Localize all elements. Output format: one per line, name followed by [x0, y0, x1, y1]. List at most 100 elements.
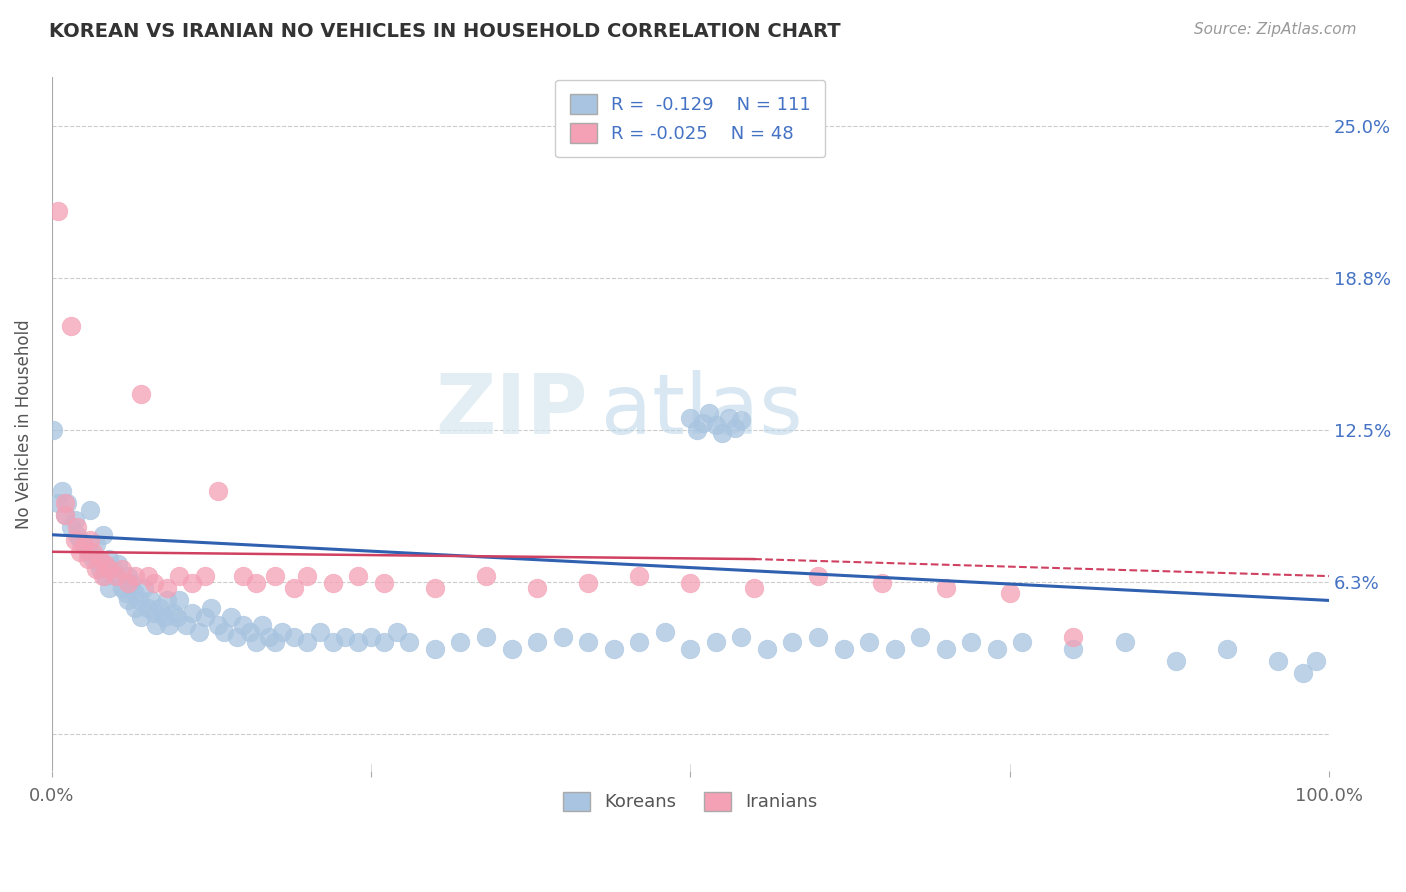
Point [935, 581, 957, 595]
Point [1114, 634, 1136, 648]
Point [53, 508, 76, 523]
Point [239, 625, 262, 640]
Point [295, 569, 318, 583]
Point [117, 593, 139, 607]
Point [252, 617, 274, 632]
Point [1292, 666, 1315, 681]
Legend: Koreans, Iranians: Koreans, Iranians [551, 779, 830, 824]
Point [347, 569, 370, 583]
Point [136, 600, 159, 615]
Point [807, 630, 830, 644]
Point [98, 581, 121, 595]
Point [69, 545, 91, 559]
Point [46, 204, 69, 219]
Point [76, 552, 98, 566]
Point [704, 418, 727, 433]
Point [807, 569, 830, 583]
Point [59, 520, 82, 534]
Point [162, 606, 184, 620]
Point [219, 610, 242, 624]
Point [423, 581, 446, 595]
Point [104, 569, 127, 583]
Point [704, 634, 727, 648]
Point [628, 569, 651, 583]
Point [1305, 654, 1327, 668]
Point [107, 557, 129, 571]
Text: Source: ZipAtlas.com: Source: ZipAtlas.com [1194, 22, 1357, 37]
Point [270, 625, 292, 640]
Point [124, 569, 146, 583]
Text: atlas: atlas [600, 369, 803, 450]
Point [679, 411, 702, 425]
Point [98, 562, 121, 576]
Point [94, 569, 117, 583]
Point [692, 416, 714, 430]
Point [212, 625, 235, 640]
Point [86, 537, 108, 551]
Point [53, 496, 76, 510]
Point [56, 496, 79, 510]
Point [724, 421, 747, 435]
Point [245, 634, 267, 648]
Point [1011, 634, 1033, 648]
Point [136, 569, 159, 583]
Point [79, 503, 101, 517]
Point [89, 562, 111, 576]
Text: ZIP: ZIP [436, 369, 588, 450]
Point [309, 625, 332, 640]
Point [730, 413, 752, 427]
Point [53, 508, 76, 523]
Point [69, 533, 91, 547]
Point [232, 569, 254, 583]
Point [101, 562, 124, 576]
Point [322, 634, 344, 648]
Point [207, 483, 229, 498]
Point [283, 581, 305, 595]
Text: KOREAN VS IRANIAN NO VEHICLES IN HOUSEHOLD CORRELATION CHART: KOREAN VS IRANIAN NO VEHICLES IN HOUSEHO… [49, 22, 841, 41]
Point [1215, 642, 1237, 657]
Point [908, 630, 931, 644]
Point [475, 630, 498, 644]
Point [181, 606, 204, 620]
Point [157, 617, 180, 632]
Point [156, 581, 179, 595]
Point [89, 552, 111, 566]
Point [66, 520, 89, 534]
Point [423, 642, 446, 657]
Point [174, 617, 197, 632]
Point [551, 630, 574, 644]
Point [132, 581, 155, 595]
Point [66, 527, 89, 541]
Point [1062, 630, 1084, 644]
Point [576, 634, 599, 648]
Point [858, 634, 880, 648]
Point [335, 630, 357, 644]
Point [169, 593, 191, 607]
Point [82, 552, 104, 566]
Point [94, 557, 117, 571]
Point [711, 425, 734, 440]
Point [526, 634, 548, 648]
Point [226, 630, 249, 644]
Point [73, 537, 96, 551]
Point [602, 642, 624, 657]
Point [91, 527, 114, 541]
Point [360, 630, 382, 644]
Point [998, 586, 1021, 600]
Point [117, 569, 139, 583]
Point [295, 634, 318, 648]
Point [91, 569, 114, 583]
Point [501, 642, 523, 657]
Point [730, 630, 752, 644]
Point [124, 586, 146, 600]
Point [79, 545, 101, 559]
Point [187, 625, 209, 640]
Point [373, 634, 395, 648]
Point [373, 576, 395, 591]
Point [449, 634, 471, 648]
Point [128, 593, 150, 607]
Point [755, 642, 778, 657]
Point [870, 576, 893, 591]
Point [194, 569, 217, 583]
Point [283, 630, 305, 644]
